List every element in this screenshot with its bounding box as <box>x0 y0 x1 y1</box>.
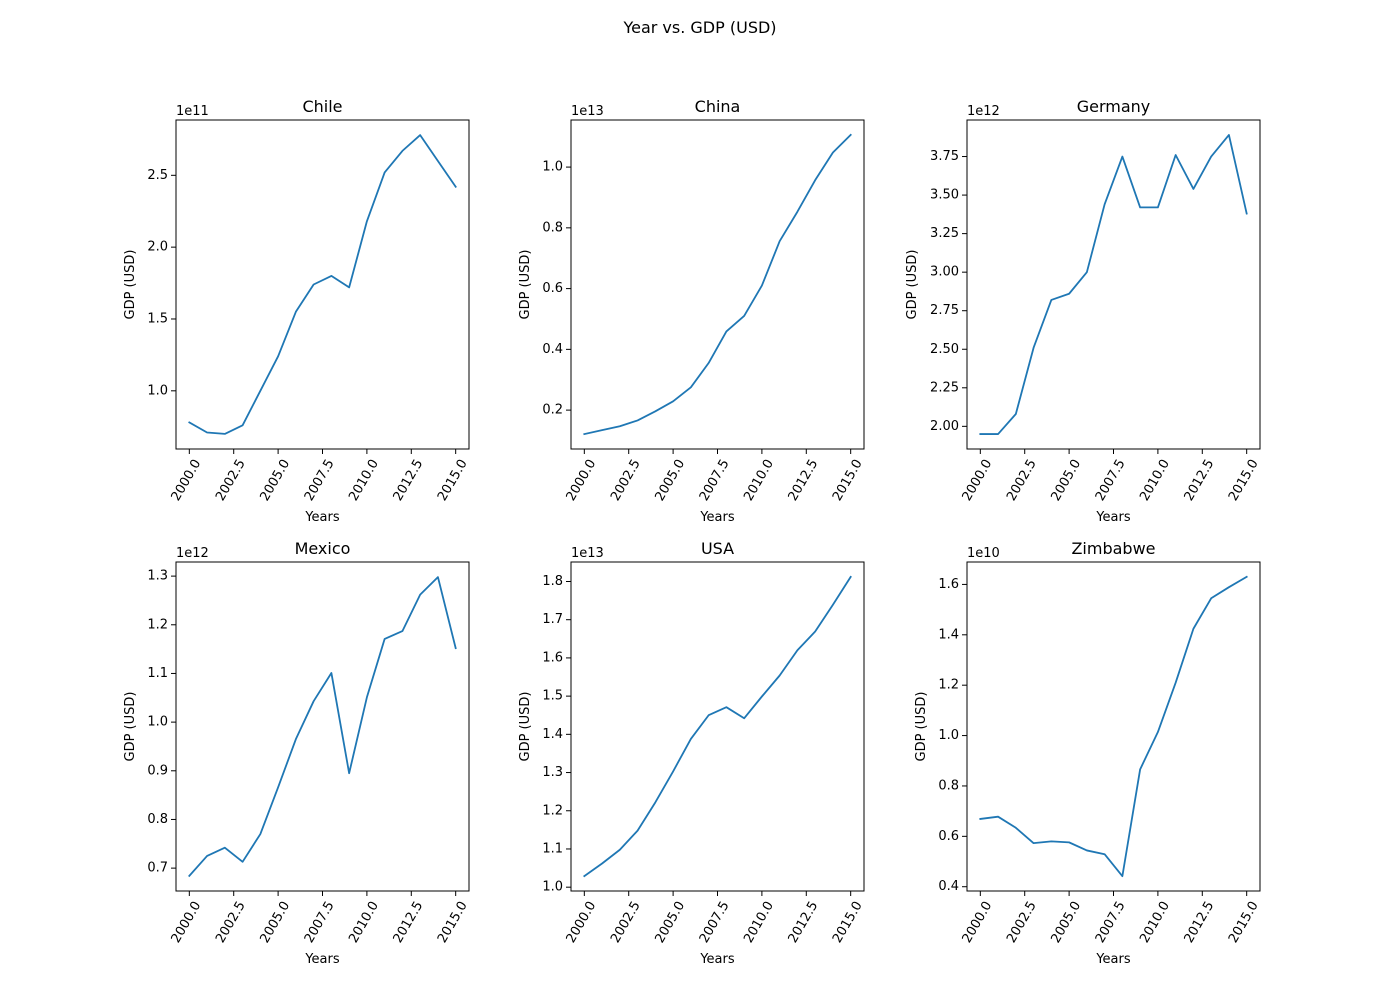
y-offset-label: 1e13 <box>571 546 604 561</box>
y-tick-label: 1.6 <box>542 650 563 665</box>
y-tick-label: 1.1 <box>147 666 168 681</box>
y-tick-label: 0.7 <box>147 861 168 876</box>
y-tick-label: 3.75 <box>930 149 959 164</box>
subplot-title: Zimbabwe <box>1071 539 1155 558</box>
y-tick-label: 1.2 <box>147 617 168 632</box>
series-line <box>979 134 1248 435</box>
y-tick-label: 0.4 <box>938 879 959 894</box>
y-tick-label: 2.0 <box>147 240 168 255</box>
x-axis-label: Years <box>699 952 735 967</box>
y-tick-label: 2.75 <box>930 303 959 318</box>
y-tick-label: 1.3 <box>542 765 563 780</box>
series-line <box>583 133 852 436</box>
x-axis-label: Years <box>304 952 340 967</box>
series-line <box>583 575 852 878</box>
y-tick-label: 2.25 <box>930 380 959 395</box>
y-tick-label: 1.2 <box>938 678 959 693</box>
y-tick-label: 0.9 <box>147 763 168 778</box>
y-tick-label: 1.5 <box>147 311 168 326</box>
series-line <box>979 575 1248 878</box>
y-offset-label: 1e11 <box>176 104 209 119</box>
y-axis-label: GDP (USD) <box>905 250 920 320</box>
y-tick-label: 0.6 <box>938 829 959 844</box>
y-tick-label: 3.25 <box>930 226 959 241</box>
y-tick-label: 1.2 <box>542 803 563 818</box>
y-axis-label: GDP (USD) <box>123 692 138 762</box>
y-tick-label: 0.4 <box>542 342 563 357</box>
y-tick-label: 2.5 <box>147 168 168 183</box>
x-axis-label: Years <box>699 510 735 525</box>
x-axis-label: Years <box>304 510 340 525</box>
subplot-title: Mexico <box>295 539 351 558</box>
y-tick-label: 0.2 <box>542 403 563 418</box>
x-axis-label: Years <box>1095 952 1131 967</box>
y-tick-label: 0.6 <box>542 281 563 296</box>
y-tick-label: 1.5 <box>542 689 563 704</box>
y-tick-label: 1.3 <box>147 569 168 584</box>
y-tick-label: 1.4 <box>938 627 959 642</box>
y-tick-label: 3.00 <box>930 265 959 280</box>
y-tick-label: 1.4 <box>542 727 563 742</box>
y-tick-label: 0.8 <box>938 778 959 793</box>
y-offset-label: 1e10 <box>967 546 1000 561</box>
y-tick-label: 3.50 <box>930 188 959 203</box>
y-tick-label: 1.8 <box>542 574 563 589</box>
y-axis-label: GDP (USD) <box>518 692 533 762</box>
y-tick-label: 0.8 <box>542 220 563 235</box>
y-offset-label: 1e12 <box>176 546 209 561</box>
y-tick-label: 2.50 <box>930 342 959 357</box>
subplot-title: USA <box>701 539 734 558</box>
y-tick-label: 1.0 <box>147 383 168 398</box>
figure-title: Year vs. GDP (USD) <box>622 18 776 37</box>
y-tick-label: 1.0 <box>147 715 168 730</box>
y-axis-label: GDP (USD) <box>123 250 138 320</box>
y-tick-label: 2.00 <box>930 419 959 434</box>
subplot-title: Germany <box>1077 97 1151 116</box>
y-tick-label: 1.0 <box>938 728 959 743</box>
subplot-title: China <box>695 97 741 116</box>
y-tick-label: 1.7 <box>542 612 563 627</box>
x-axis-label: Years <box>1095 510 1131 525</box>
y-offset-label: 1e12 <box>967 104 1000 119</box>
y-tick-label: 0.8 <box>147 812 168 827</box>
y-axis-label: GDP (USD) <box>518 250 533 320</box>
y-tick-label: 1.0 <box>542 160 563 175</box>
y-tick-label: 1.0 <box>542 880 563 895</box>
y-axis-label: GDP (USD) <box>914 692 929 762</box>
y-offset-label: 1e13 <box>571 104 604 119</box>
y-tick-label: 1.6 <box>938 577 959 592</box>
y-tick-label: 1.1 <box>542 841 563 856</box>
subplot-title: Chile <box>302 97 342 116</box>
series-line <box>188 576 457 878</box>
series-line <box>188 134 457 435</box>
